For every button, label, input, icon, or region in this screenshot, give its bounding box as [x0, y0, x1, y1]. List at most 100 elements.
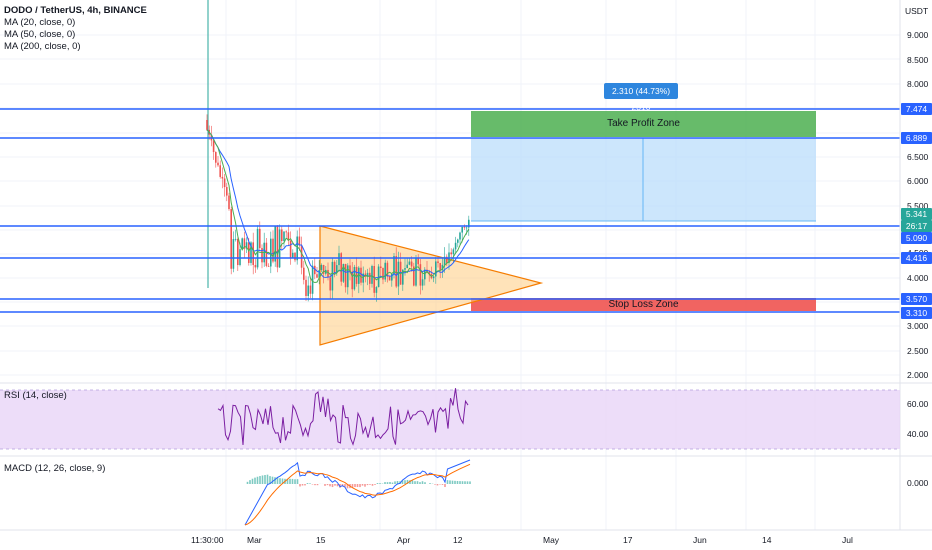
candle-body [415, 258, 417, 286]
macd-histogram-bar [409, 480, 411, 484]
indicator-ma200[interactable]: MA (200, close, 0) [4, 41, 81, 52]
macd-histogram-bar [446, 480, 449, 484]
rsi-line [217, 388, 469, 446]
level-tag-4416[interactable]: 4.416 [901, 252, 932, 264]
macd-histogram-bar [271, 476, 274, 484]
currency-label[interactable]: USDT [905, 6, 929, 16]
candle-body [402, 269, 404, 285]
macd-histogram-bar [441, 484, 444, 485]
candle-body [331, 261, 334, 291]
candle-body [386, 262, 389, 277]
candle-body [432, 276, 435, 279]
macd-histogram-bar [466, 481, 469, 484]
macd-histogram-bar [391, 482, 394, 484]
candle-body [395, 256, 397, 287]
candle-body [243, 238, 246, 249]
time-label: Apr [397, 535, 411, 545]
candle-body [287, 232, 290, 241]
macd-histogram-bar [456, 480, 459, 484]
macd-histogram-bar [414, 481, 416, 484]
symmetrical-triangle[interactable] [319, 225, 544, 346]
candle-body [362, 273, 364, 283]
price-tick: 6.500 [907, 152, 929, 162]
stop-loss-zone[interactable] [471, 298, 816, 311]
candle-body [380, 266, 382, 268]
macd-histogram-bar [299, 484, 301, 487]
level-tag-5090[interactable]: 5.090 [901, 232, 932, 244]
candle-body [254, 264, 257, 268]
symbol-title[interactable]: DODO / TetherUS, 4h, BINANCE [4, 5, 147, 16]
rsi-legend[interactable]: RSI (14, close) [4, 390, 67, 401]
macd-histogram-bar [329, 484, 331, 487]
macd-histogram-bar [359, 484, 361, 488]
indicator-ma20[interactable]: MA (20, close, 0) [4, 17, 76, 28]
candle-body [226, 187, 228, 196]
candle-body [373, 265, 375, 293]
candle-body [349, 265, 351, 272]
level-tag-3570[interactable]: 3.570 [901, 293, 932, 305]
candle-body [375, 287, 378, 293]
candle-body [329, 277, 331, 291]
candle-body [333, 261, 336, 273]
candle-body [351, 271, 353, 290]
time-label: 15 [316, 535, 326, 545]
candle-body [322, 265, 325, 274]
time-label: May [543, 535, 560, 545]
candle-body [292, 252, 294, 258]
candle-body [252, 242, 254, 265]
rsi-tick: 60.00 [907, 399, 929, 409]
candle-body [384, 262, 386, 280]
macd-histogram-bar [404, 480, 406, 484]
candle-body [305, 279, 307, 296]
candle-body [223, 178, 226, 188]
level-tag-7474[interactable]: 7.474 [901, 103, 932, 115]
candle-body [408, 261, 411, 265]
macd-histogram-bar [429, 483, 431, 484]
candle-body [237, 238, 239, 266]
price-tick: 9.000 [907, 30, 929, 40]
time-label: Jul [842, 535, 853, 545]
price-tick: 8.500 [907, 55, 929, 65]
macd-histogram-bar [249, 480, 251, 484]
candle-body [318, 270, 320, 278]
macd-histogram-bar [351, 484, 354, 488]
candle-body [336, 265, 338, 273]
candle-body [219, 165, 221, 177]
candle-body [265, 242, 268, 266]
price-measure-label[interactable]: 2.310 (44.73%) 2310 [604, 83, 678, 112]
last-price-tag[interactable]: 5.341 [901, 208, 932, 220]
candle-body [421, 279, 424, 286]
candle-body [234, 238, 237, 240]
time-label: 11:30:00 [191, 535, 224, 545]
macd-histogram-bar [374, 484, 376, 485]
macd-histogram-bar [371, 484, 374, 486]
macd-histogram-bar [336, 484, 339, 487]
candle-body [410, 261, 413, 267]
candle-body [413, 266, 415, 286]
indicator-ma50[interactable]: MA (50, close, 0) [4, 29, 76, 40]
macd-legend[interactable]: MACD (12, 26, close, 9) [4, 463, 106, 474]
candle-body [461, 226, 463, 233]
level-tag-6889[interactable]: 6.889 [901, 132, 932, 144]
candle-body [248, 242, 250, 263]
candle-body [437, 261, 439, 264]
macd-signal-line [244, 463, 471, 526]
level-tag-3310[interactable]: 3.310 [901, 307, 932, 319]
price-tick: 6.000 [907, 176, 929, 186]
countdown-tag: 26:17 [901, 220, 932, 232]
macd-histogram-bar [386, 482, 389, 484]
time-label: 14 [762, 535, 772, 545]
macd-histogram-bar [276, 477, 279, 484]
candle-body [463, 226, 466, 228]
rsi-tick: 40.00 [907, 429, 929, 439]
macd-histogram-bar [461, 481, 464, 484]
macd-histogram-bar [279, 478, 281, 484]
time-label: 12 [453, 535, 463, 545]
macd-histogram-bar [424, 482, 426, 484]
candle-body [419, 264, 422, 286]
candle-body [355, 266, 358, 284]
take-profit-zone[interactable] [471, 111, 816, 137]
macd-histogram-bar [361, 484, 364, 486]
price-tick: 2.500 [907, 346, 929, 356]
